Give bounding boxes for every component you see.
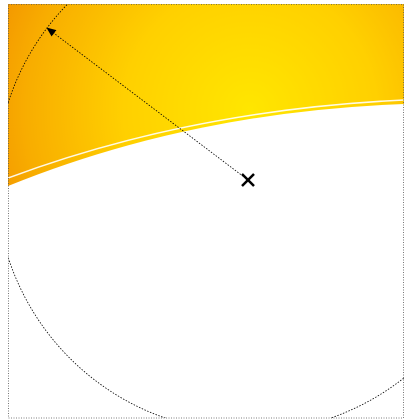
canvas (0, 0, 404, 419)
page: {} (() => { const data = JSON.parse(docu… (0, 0, 404, 419)
diagram (0, 0, 404, 419)
